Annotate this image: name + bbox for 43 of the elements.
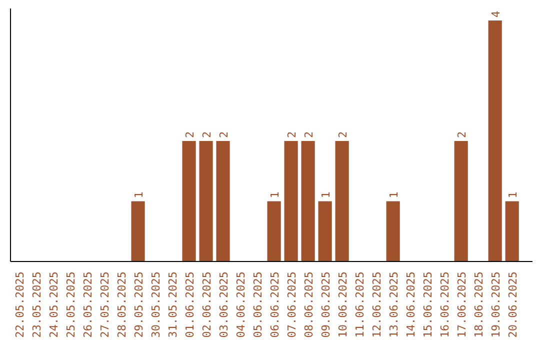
- data-label: 2: [302, 131, 316, 138]
- x-tick-label: 20.06.2025: [506, 271, 520, 338]
- x-tick-label: 19.06.2025: [490, 271, 503, 338]
- data-label: 2: [184, 131, 197, 138]
- x-tick-label: 07.06.2025: [286, 271, 299, 338]
- data-label: 2: [218, 131, 231, 138]
- x-tick-label: 12.06.2025: [370, 271, 384, 338]
- data-label: 2: [286, 131, 299, 138]
- x-tick-label: 17.06.2025: [456, 271, 469, 338]
- x-tick-label: 28.05.2025: [116, 271, 129, 338]
- x-tick-label: 15.06.2025: [422, 271, 435, 338]
- data-label: 2: [200, 131, 214, 138]
- data-label: 2: [456, 131, 469, 138]
- x-tick-label: 27.05.2025: [98, 271, 112, 338]
- x-tick-label: 05.06.2025: [252, 271, 265, 338]
- x-tick-label: 04.06.2025: [234, 271, 248, 338]
- data-label: 1: [506, 192, 520, 198]
- x-tick-label: 14.06.2025: [404, 271, 418, 338]
- x-tick-label: 02.06.2025: [200, 271, 214, 338]
- x-tick-label: 16.06.2025: [438, 271, 452, 338]
- x-tick-label: 29.05.2025: [132, 271, 146, 338]
- x-tick-label: 03.06.2025: [218, 271, 231, 338]
- data-label: 1: [320, 192, 333, 198]
- data-label: 1: [388, 192, 401, 198]
- x-tick-label: 11.06.2025: [354, 271, 367, 338]
- data-label: 1: [268, 192, 282, 198]
- x-tick-label: 10.06.2025: [336, 271, 350, 338]
- x-tick-label: 06.06.2025: [268, 271, 282, 338]
- x-tick-label: 26.05.2025: [82, 271, 95, 338]
- x-tick-label: 18.06.2025: [472, 271, 486, 338]
- x-tick-label: 24.05.2025: [48, 271, 61, 338]
- data-label: 1: [132, 192, 146, 198]
- x-tick-label: 22.05.2025: [14, 271, 26, 338]
- x-tick-label: 13.06.2025: [388, 271, 401, 338]
- x-tick-label: 25.05.2025: [64, 271, 78, 338]
- data-label: 4: [490, 10, 503, 18]
- x-tick-label: 01.06.2025: [184, 271, 197, 338]
- data-label: 2: [336, 131, 350, 138]
- x-tick-label: 31.05.2025: [166, 271, 180, 338]
- x-tick-label: 09.06.2025: [320, 271, 333, 338]
- x-tick-label: 30.05.2025: [150, 271, 163, 338]
- x-tick-label: 23.05.2025: [30, 271, 44, 338]
- x-tick-label: 08.06.2025: [302, 271, 316, 338]
